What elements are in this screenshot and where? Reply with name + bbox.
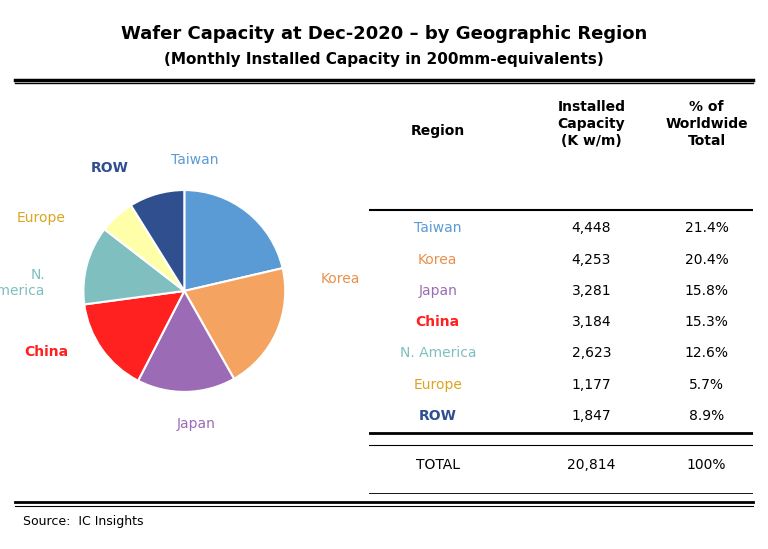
- Wedge shape: [131, 190, 184, 291]
- Wedge shape: [84, 229, 184, 305]
- Text: China: China: [24, 345, 68, 358]
- Text: Korea: Korea: [320, 272, 360, 286]
- Text: Taiwan: Taiwan: [414, 221, 462, 236]
- Text: 12.6%: 12.6%: [684, 346, 729, 360]
- Text: Japan: Japan: [177, 417, 216, 431]
- Text: N. America: N. America: [399, 346, 476, 360]
- Text: 15.3%: 15.3%: [684, 315, 729, 329]
- Text: 100%: 100%: [687, 458, 727, 472]
- Text: 1,847: 1,847: [571, 408, 611, 423]
- Wedge shape: [104, 205, 184, 291]
- Text: 20.4%: 20.4%: [685, 253, 728, 267]
- Wedge shape: [138, 291, 234, 392]
- Text: Korea: Korea: [418, 253, 458, 267]
- Text: TOTAL: TOTAL: [415, 458, 460, 472]
- Text: ROW: ROW: [419, 408, 457, 423]
- Text: 5.7%: 5.7%: [689, 378, 724, 391]
- Text: Taiwan: Taiwan: [170, 153, 218, 167]
- Text: 4,253: 4,253: [571, 253, 611, 267]
- Text: 15.8%: 15.8%: [684, 284, 729, 298]
- Text: Source:  IC Insights: Source: IC Insights: [23, 515, 144, 528]
- Text: % of
Worldwide
Total: % of Worldwide Total: [665, 100, 748, 148]
- Text: 21.4%: 21.4%: [684, 221, 729, 236]
- Text: China: China: [415, 315, 460, 329]
- Text: 1,177: 1,177: [571, 378, 611, 391]
- Text: Installed
Capacity
(K w/m): Installed Capacity (K w/m): [558, 100, 625, 148]
- Text: 20,814: 20,814: [568, 458, 615, 472]
- Wedge shape: [184, 268, 285, 379]
- Wedge shape: [84, 291, 184, 380]
- Text: ROW: ROW: [91, 161, 129, 175]
- Text: 8.9%: 8.9%: [689, 408, 724, 423]
- Text: 3,281: 3,281: [571, 284, 611, 298]
- Text: N.
America: N. America: [0, 268, 45, 298]
- Text: Japan: Japan: [419, 284, 457, 298]
- Text: 3,184: 3,184: [571, 315, 611, 329]
- Text: Region: Region: [411, 125, 465, 138]
- Wedge shape: [184, 190, 283, 291]
- Text: Wafer Capacity at Dec-2020 – by Geographic Region: Wafer Capacity at Dec-2020 – by Geograph…: [121, 25, 647, 43]
- Text: Europe: Europe: [413, 378, 462, 391]
- Text: 2,623: 2,623: [571, 346, 611, 360]
- Text: (Monthly Installed Capacity in 200mm-equivalents): (Monthly Installed Capacity in 200mm-equ…: [164, 52, 604, 67]
- Text: 4,448: 4,448: [571, 221, 611, 236]
- Text: Europe: Europe: [16, 211, 65, 225]
